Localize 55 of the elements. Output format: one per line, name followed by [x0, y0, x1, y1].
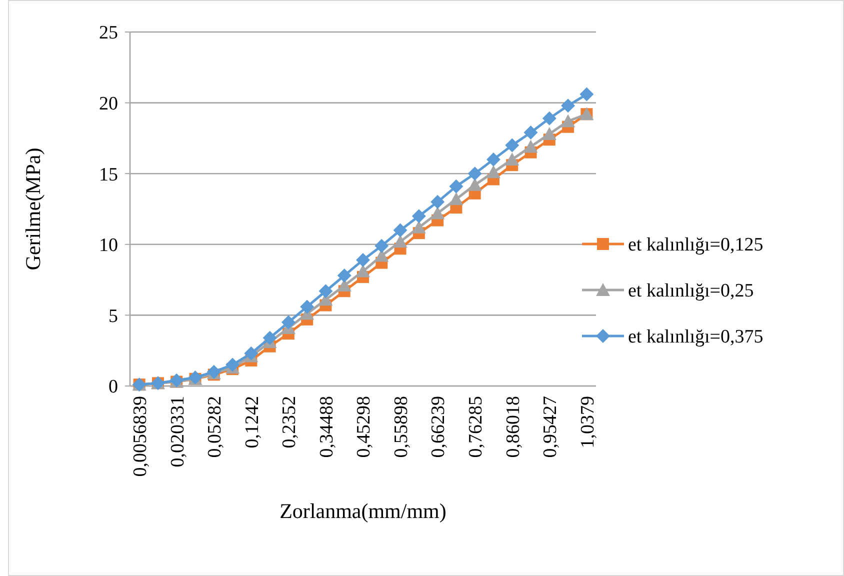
point — [337, 268, 352, 283]
point — [468, 166, 482, 181]
point — [262, 330, 277, 345]
x-tick-label: 0,55898 — [390, 396, 412, 458]
point — [226, 358, 240, 372]
point — [356, 264, 370, 278]
point — [300, 300, 314, 314]
x-tick-label: 0,86018 — [502, 396, 524, 458]
point — [318, 284, 333, 298]
y-tick-label: 5 — [108, 306, 118, 327]
x-tick-label: 0,45298 — [354, 396, 375, 458]
point — [486, 165, 500, 178]
point — [524, 126, 538, 140]
point — [393, 234, 408, 248]
x-axis-title: Zorlanma(mm/mm) — [280, 499, 446, 523]
point — [412, 220, 426, 234]
point — [468, 178, 482, 191]
y-tick-label: 25 — [99, 22, 118, 44]
y-axis-title: Gerilme(MPa) — [21, 148, 45, 270]
point — [561, 114, 576, 128]
x-tick-label: 0,05282 — [204, 396, 226, 458]
legend-label: et kalınlığı=0,375 — [628, 326, 764, 348]
x-tick-label: 0,0056839 — [130, 396, 151, 477]
x-tick-label: 0,66239 — [428, 396, 450, 458]
point — [524, 140, 538, 153]
point — [449, 179, 464, 194]
x-tick-label: 0,1242 — [242, 396, 263, 448]
point — [505, 138, 520, 152]
x-tick-label: 0,34488 — [316, 396, 338, 458]
x-tick-label: 0,76285 — [465, 396, 486, 458]
point — [561, 98, 576, 113]
x-tick-label: 0,020331 — [167, 396, 188, 468]
point — [486, 152, 500, 166]
x-tick-label: 0,2352 — [279, 396, 300, 448]
point — [430, 206, 445, 220]
y-tick-label: 10 — [99, 235, 118, 256]
point — [542, 111, 556, 126]
legend-label: et kalınlığı=0,125 — [628, 234, 764, 256]
point — [542, 126, 556, 140]
point — [393, 223, 408, 238]
point — [505, 152, 520, 166]
y-tick-label: 0 — [108, 376, 118, 398]
legend-label: et kalınlığı=0,25 — [628, 280, 754, 302]
point — [580, 87, 594, 102]
x-tick-label: 0,95427 — [540, 396, 562, 458]
y-tick-label: 20 — [99, 93, 118, 114]
y-tick-label: 15 — [99, 164, 118, 186]
point — [412, 209, 426, 224]
point — [449, 192, 464, 206]
x-tick-label: 1,0379 — [577, 396, 598, 448]
point — [356, 252, 370, 267]
point — [374, 238, 389, 253]
point — [281, 315, 296, 330]
point — [430, 194, 445, 209]
point — [244, 346, 258, 360]
